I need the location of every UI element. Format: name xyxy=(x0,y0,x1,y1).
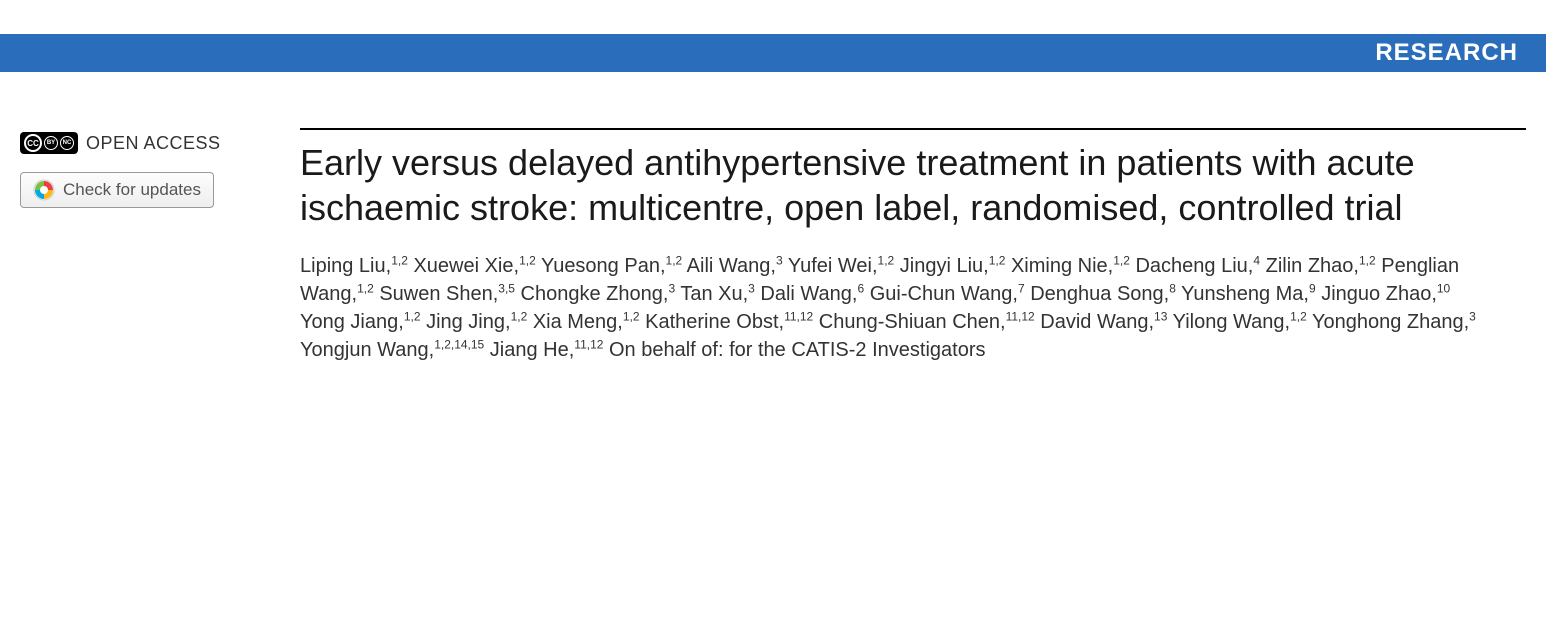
author: Chongke Zhong,3 xyxy=(521,283,676,305)
author-affiliation: 1,2 xyxy=(878,253,895,267)
author: Suwen Shen,3,5 xyxy=(379,283,515,305)
author: Jinguo Zhao,10 xyxy=(1321,283,1450,305)
author: Yongjun Wang,1,2,14,15 xyxy=(300,339,484,361)
author: Yong Jiang,1,2 xyxy=(300,311,421,333)
author-affiliation: 11,12 xyxy=(1006,309,1035,323)
cc-license-icon: CC BY NC xyxy=(20,132,78,154)
author-affiliation: 1,2 xyxy=(989,253,1006,267)
author-affiliation: 1,2 xyxy=(511,309,528,323)
author-affiliation: 1,2 xyxy=(666,253,683,267)
open-access-badge: CC BY NC OPEN ACCESS xyxy=(20,132,300,154)
author-affiliation: 11,12 xyxy=(574,337,603,351)
author: Zilin Zhao,1,2 xyxy=(1266,255,1376,277)
author-affiliation: 3,5 xyxy=(498,281,515,295)
author: Gui-Chun Wang,7 xyxy=(870,283,1025,305)
author-affiliation: 10 xyxy=(1437,281,1450,295)
author: Jingyi Liu,1,2 xyxy=(900,255,1006,277)
author-affiliation: 3 xyxy=(668,281,675,295)
article-title: Early versus delayed antihypertensive tr… xyxy=(300,140,1496,230)
author: David Wang,13 xyxy=(1040,311,1167,333)
author: Yufei Wei,1,2 xyxy=(788,255,894,277)
author-affiliation: 3 xyxy=(1469,309,1476,323)
author-affiliation: 1,2 xyxy=(1290,309,1307,323)
author: Tan Xu,3 xyxy=(680,283,755,305)
author-affiliation: 3 xyxy=(776,253,783,267)
check-updates-label: Check for updates xyxy=(63,180,201,200)
author-affiliation: 1,2 xyxy=(1359,253,1376,267)
author-affiliation: 3 xyxy=(748,281,755,295)
author-affiliation: 13 xyxy=(1154,309,1167,323)
author-affiliation: 4 xyxy=(1253,253,1260,267)
section-banner: RESEARCH xyxy=(0,34,1546,72)
banner-label: RESEARCH xyxy=(1375,39,1518,67)
author-affiliation: 6 xyxy=(857,281,864,295)
author: Yilong Wang,1,2 xyxy=(1173,311,1307,333)
author-affiliation: 1,2 xyxy=(391,253,408,267)
check-for-updates-button[interactable]: Check for updates xyxy=(20,172,214,208)
author: Jiang He,11,12 xyxy=(490,339,604,361)
author-affiliation: 8 xyxy=(1169,281,1176,295)
author: Yonghong Zhang,3 xyxy=(1312,311,1476,333)
author: Aili Wang,3 xyxy=(687,255,783,277)
author-affiliation: 9 xyxy=(1309,281,1316,295)
author-affiliation: 1,2 xyxy=(519,253,536,267)
author: Dali Wang,6 xyxy=(760,283,864,305)
author: Dacheng Liu,4 xyxy=(1135,255,1260,277)
author-affiliation: 1,2 xyxy=(357,281,374,295)
author: Chung-Shiuan Chen,11,12 xyxy=(819,311,1035,333)
article-main: Early versus delayed antihypertensive tr… xyxy=(300,128,1526,364)
author-affiliation: 1,2 xyxy=(1113,253,1130,267)
author: Yuesong Pan,1,2 xyxy=(541,255,682,277)
author-list: Liping Liu,1,2 Xuewei Xie,1,2 Yuesong Pa… xyxy=(300,252,1496,364)
author-affiliation: 11,12 xyxy=(784,309,813,323)
author-affiliation: 7 xyxy=(1018,281,1025,295)
on-behalf: On behalf of: for the CATIS-2 Investigat… xyxy=(609,339,985,361)
sidebar: CC BY NC OPEN ACCESS Check for updates xyxy=(20,128,300,364)
author-affiliation: 1,2,14,15 xyxy=(434,337,484,351)
crossmark-icon xyxy=(33,179,55,201)
author: Yunsheng Ma,9 xyxy=(1181,283,1316,305)
author: Denghua Song,8 xyxy=(1030,283,1176,305)
author: Liping Liu,1,2 xyxy=(300,255,408,277)
content-area: CC BY NC OPEN ACCESS Check for updates E… xyxy=(0,128,1546,364)
open-access-label: OPEN ACCESS xyxy=(86,133,221,154)
author: Jing Jing,1,2 xyxy=(426,311,527,333)
author-affiliation: 1,2 xyxy=(404,309,421,323)
author: Xuewei Xie,1,2 xyxy=(413,255,535,277)
author: Katherine Obst,11,12 xyxy=(645,311,813,333)
author: Ximing Nie,1,2 xyxy=(1011,255,1130,277)
author-affiliation: 1,2 xyxy=(623,309,640,323)
author: Xia Meng,1,2 xyxy=(533,311,640,333)
